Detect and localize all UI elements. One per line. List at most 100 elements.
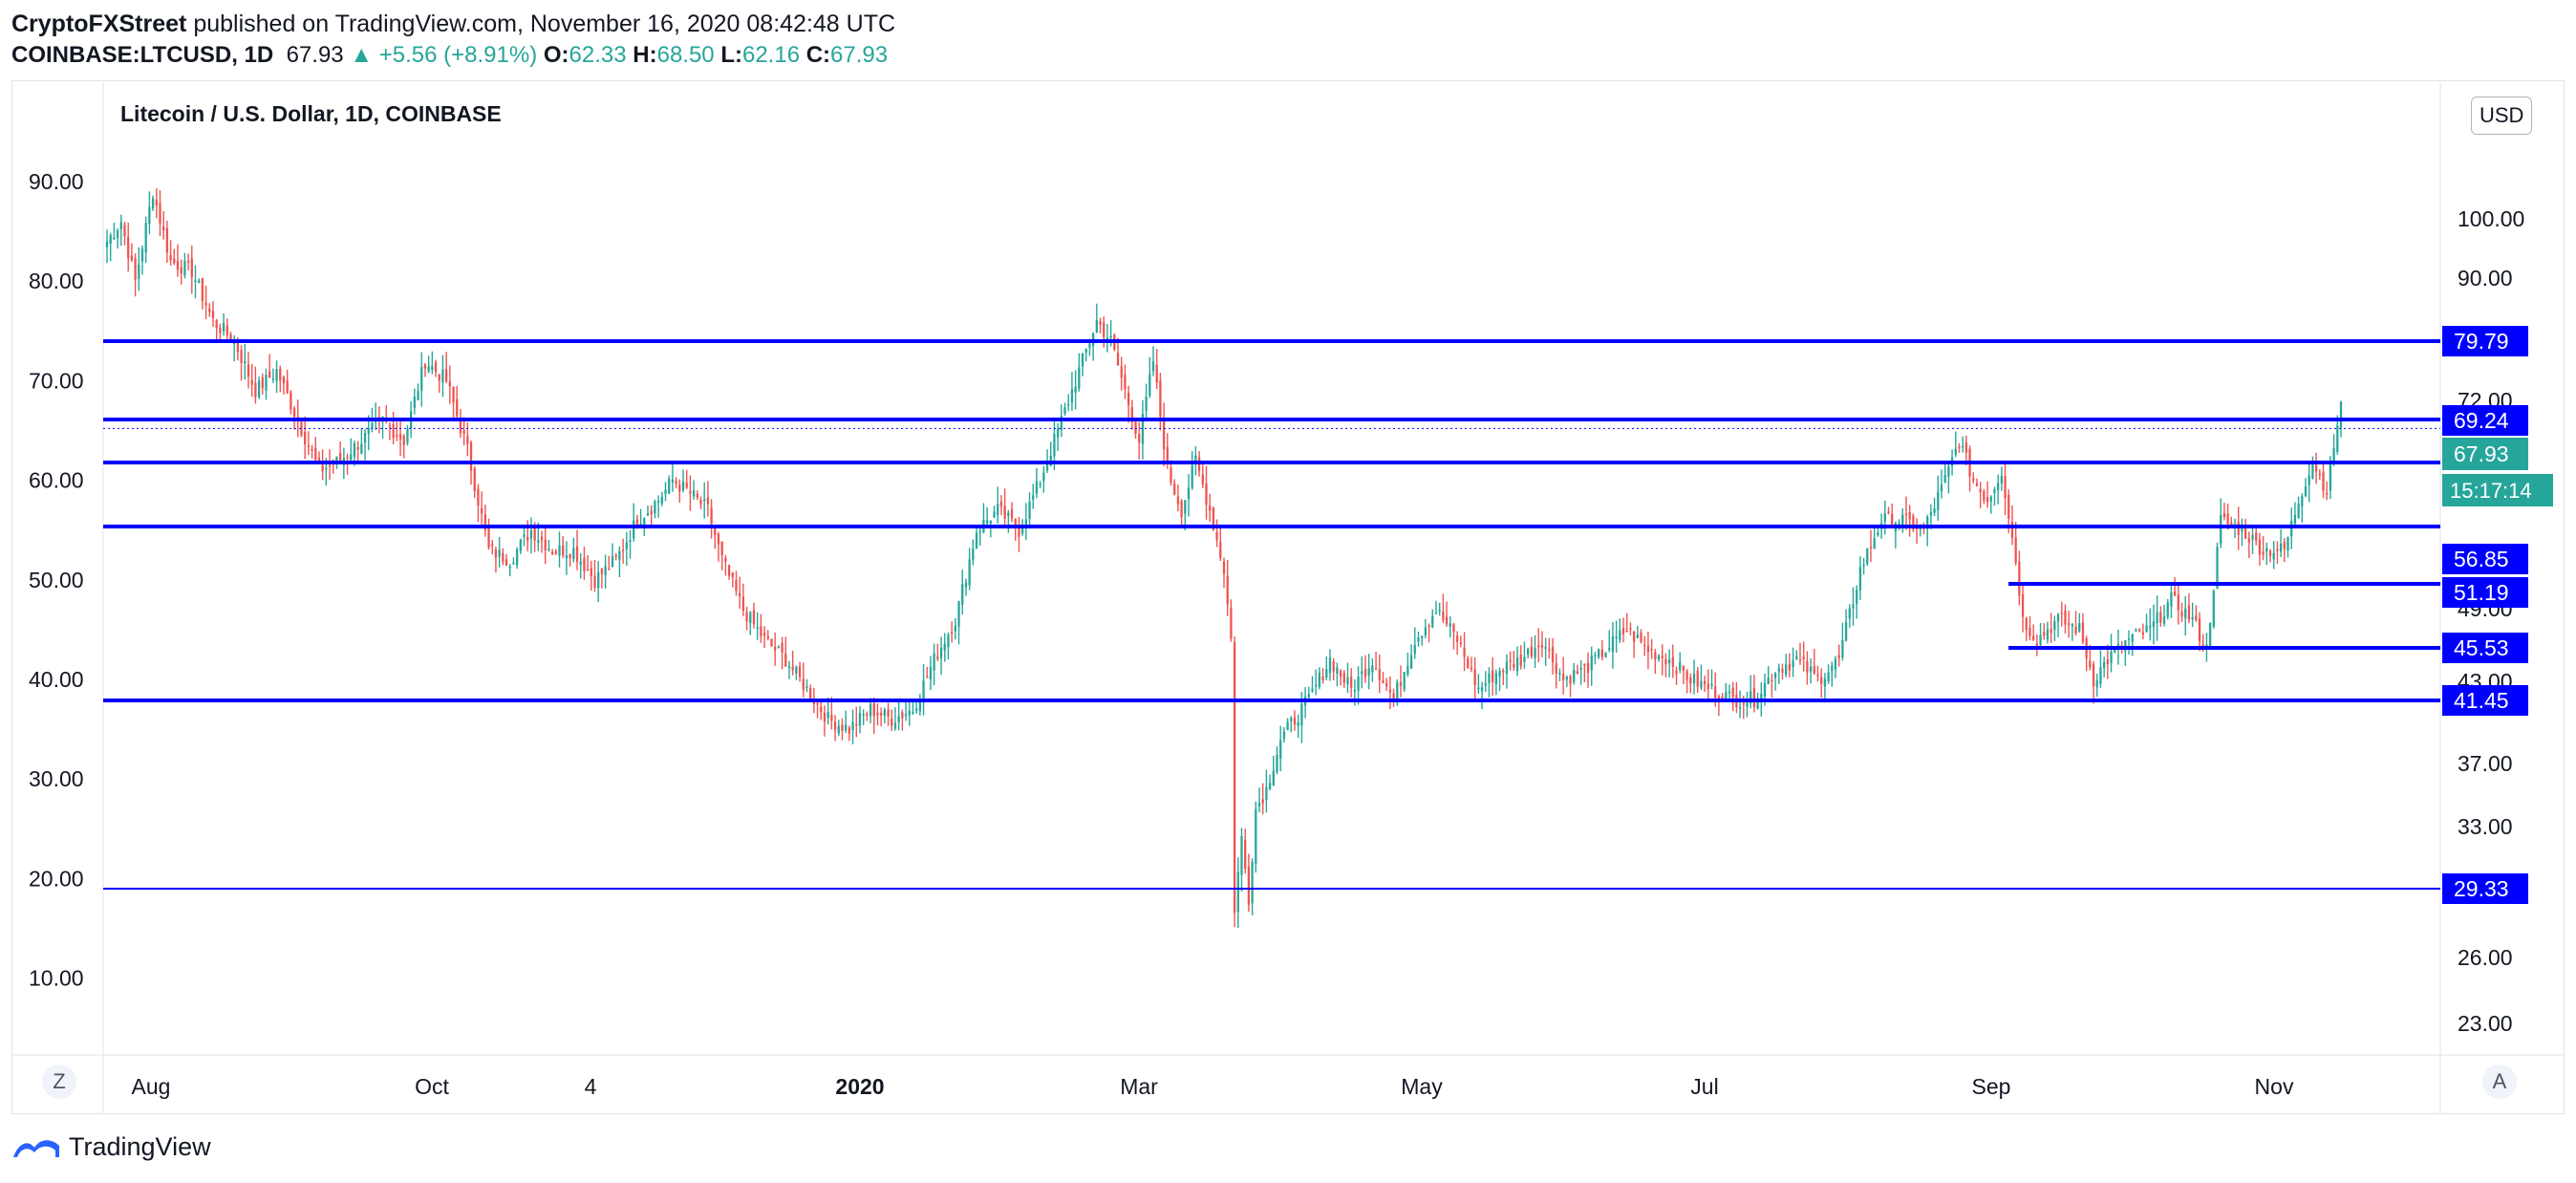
candle xyxy=(1583,663,1586,683)
candle xyxy=(304,416,307,460)
candle xyxy=(423,363,427,377)
candle-body xyxy=(731,572,734,577)
candle-body xyxy=(1035,481,1039,494)
candle-body xyxy=(314,447,317,461)
candle-body xyxy=(2187,605,2191,620)
candle-body xyxy=(292,408,296,418)
candle-body xyxy=(1247,866,1251,906)
candle-body xyxy=(1162,419,1166,450)
candle xyxy=(190,245,193,294)
candle-body xyxy=(307,444,311,447)
candle-body xyxy=(140,248,144,262)
candle xyxy=(2191,602,2194,628)
candle xyxy=(1679,652,1682,674)
candle-body xyxy=(360,443,363,454)
candle xyxy=(1406,653,1409,678)
candle-body xyxy=(1862,565,1865,567)
candle xyxy=(1233,636,1236,928)
candle xyxy=(2301,493,2304,523)
candle-body xyxy=(2180,612,2183,617)
candle-body xyxy=(1067,403,1070,406)
candle xyxy=(1290,716,1293,733)
candle xyxy=(116,228,119,249)
candle xyxy=(1297,714,1299,739)
candle-body xyxy=(1975,483,1979,486)
current-price-label: 67.93 xyxy=(2454,441,2509,466)
candle xyxy=(2135,628,2137,633)
candle xyxy=(180,259,182,285)
candle-body xyxy=(392,423,395,439)
tradingview-brand[interactable]: TradingView xyxy=(11,1128,211,1166)
candle-body xyxy=(1586,662,1590,674)
candle-body xyxy=(1530,646,1533,656)
candle-body xyxy=(1268,783,1272,790)
candle xyxy=(699,496,702,509)
candle xyxy=(1293,710,1297,731)
currency-button[interactable]: USD xyxy=(2471,97,2533,135)
candle-body xyxy=(562,545,565,556)
candle xyxy=(2050,613,2052,643)
candle xyxy=(579,552,582,579)
candle xyxy=(1467,656,1470,669)
candle xyxy=(2198,612,2201,652)
candle-body xyxy=(1989,496,1992,503)
candle xyxy=(1771,674,1773,699)
candle xyxy=(2326,481,2329,501)
candle-body xyxy=(1746,702,1749,707)
candle-body xyxy=(198,280,201,284)
candle xyxy=(1222,557,1226,589)
candle xyxy=(675,477,677,489)
candle-body xyxy=(696,493,698,498)
candle xyxy=(119,214,122,247)
candle xyxy=(1604,652,1607,658)
candle-body xyxy=(2007,494,2010,519)
candle xyxy=(1509,651,1512,671)
candle-body xyxy=(1513,664,1515,668)
candle-body xyxy=(1926,516,1929,529)
candle-body xyxy=(880,713,883,716)
candle xyxy=(982,503,985,534)
candle xyxy=(477,484,480,523)
candle-body xyxy=(1696,671,1699,687)
candle-body xyxy=(1300,703,1303,726)
candle-body xyxy=(127,236,130,258)
candle-body xyxy=(621,549,625,551)
candle-body xyxy=(459,418,462,434)
candle xyxy=(957,600,960,645)
x-axis-label: Mar xyxy=(1120,1074,1158,1099)
close-label: C: xyxy=(805,42,831,68)
auto-scale-button[interactable]: A xyxy=(2482,1065,2517,1099)
candle xyxy=(2293,502,2297,527)
candle-body xyxy=(1555,663,1557,674)
candle-body xyxy=(1661,656,1664,658)
candle-body xyxy=(1438,609,1441,612)
candle xyxy=(1070,372,1074,411)
author-name[interactable]: CryptoFXStreet xyxy=(11,11,187,37)
candle xyxy=(1018,516,1020,552)
candle-body xyxy=(951,632,954,635)
candle-body xyxy=(2279,543,2283,552)
candle-body xyxy=(2336,425,2339,452)
candle-body xyxy=(304,432,307,444)
candle xyxy=(1806,651,1809,685)
candle xyxy=(2265,542,2268,566)
candle-body xyxy=(897,716,900,722)
right-axis-tick-label: 23.00 xyxy=(2458,1011,2513,1036)
candle-body xyxy=(109,235,112,245)
candle xyxy=(1399,665,1403,698)
candle-body xyxy=(1594,655,1597,656)
candle xyxy=(176,244,180,277)
candle xyxy=(1544,637,1547,666)
timezone-button[interactable]: Z xyxy=(42,1065,76,1099)
candle-body xyxy=(1604,653,1607,657)
candle-body xyxy=(826,712,829,719)
candle xyxy=(943,633,946,662)
candle-body xyxy=(2046,629,2050,640)
candle-body xyxy=(943,643,946,651)
candle-body xyxy=(1184,500,1187,514)
candle-body xyxy=(1417,636,1420,642)
candle-body xyxy=(1771,679,1773,682)
candle-body xyxy=(208,309,211,312)
candle xyxy=(1039,481,1041,488)
